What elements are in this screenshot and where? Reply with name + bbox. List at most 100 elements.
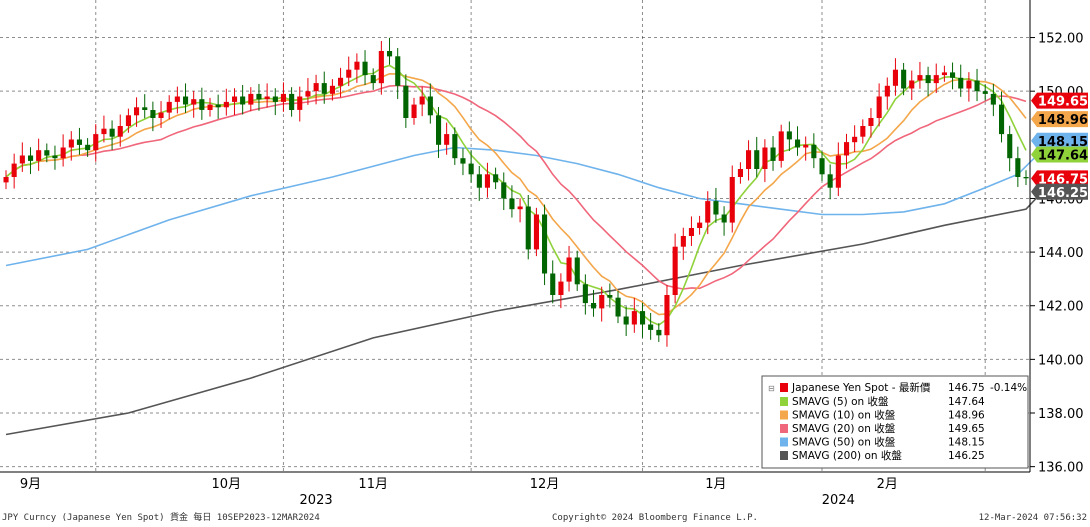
candles-layer bbox=[3, 37, 1029, 347]
candle-body bbox=[60, 147, 66, 159]
candle-body bbox=[297, 96, 303, 110]
candle-body bbox=[762, 147, 768, 169]
price-tag: 149.65 bbox=[1031, 92, 1088, 110]
candle-body bbox=[656, 329, 662, 336]
candle-body bbox=[623, 316, 629, 325]
legend-collapse-icon[interactable]: ⊟ bbox=[768, 384, 775, 393]
legend-swatch bbox=[780, 397, 788, 406]
candle-body bbox=[558, 281, 564, 295]
candle-body bbox=[305, 91, 311, 97]
candle-body bbox=[289, 93, 295, 110]
footer-timestamp: 12-Mar-2024 07:56:32 bbox=[979, 513, 1087, 523]
y-tick-label: 136.00 bbox=[1038, 461, 1084, 476]
price-tag-label: 147.64 bbox=[1038, 148, 1088, 163]
legend-swatch bbox=[780, 424, 788, 433]
candle-body bbox=[3, 177, 9, 183]
candle-body bbox=[778, 131, 784, 161]
moving-average-layer bbox=[5, 64, 1044, 436]
candle-body bbox=[36, 150, 42, 161]
legend-row-value: 149.65 bbox=[948, 423, 985, 435]
price-tag: 146.75 bbox=[1031, 170, 1088, 187]
price-tag-bg bbox=[1031, 170, 1088, 187]
x-year-label: 2024 bbox=[822, 493, 855, 508]
x-month-label: 9月 bbox=[20, 477, 41, 492]
candle-body bbox=[44, 150, 50, 156]
y-tick-label: 140.00 bbox=[1038, 353, 1084, 368]
legend-row-label: SMAVG (5) on 收盤 bbox=[792, 395, 889, 408]
candle-body bbox=[860, 126, 866, 137]
footer-copyright: Copyright© 2024 Bloomberg Finance L.P. bbox=[552, 513, 758, 523]
candle-body bbox=[697, 222, 703, 228]
legend: ⊟ Japanese Yen Spot - 最新價 146.75 -0.14% … bbox=[761, 375, 1029, 469]
candle-body bbox=[93, 134, 99, 151]
candle-body bbox=[550, 273, 556, 295]
candle-body bbox=[452, 134, 458, 159]
candle-body bbox=[844, 142, 850, 156]
candle-body bbox=[232, 96, 238, 102]
candle-body bbox=[174, 96, 180, 102]
candle-body bbox=[370, 75, 376, 84]
candle-body bbox=[721, 214, 727, 223]
candle-body bbox=[582, 284, 588, 304]
candle-body bbox=[493, 174, 499, 183]
candle-body bbox=[999, 104, 1005, 135]
candle-body bbox=[729, 177, 735, 223]
legend-row-label: SMAVG (10) on 收盤 bbox=[792, 409, 896, 422]
candle-body bbox=[713, 201, 719, 215]
legend-row-value: 148.96 bbox=[948, 410, 985, 422]
candle-body bbox=[109, 128, 115, 137]
x-month-label: 11月 bbox=[358, 477, 388, 492]
candle-body bbox=[85, 144, 91, 151]
candle-body bbox=[484, 174, 490, 188]
candle-body bbox=[1015, 158, 1021, 177]
candle-body bbox=[354, 61, 360, 70]
candle-body bbox=[909, 80, 915, 89]
candle-body bbox=[631, 311, 637, 325]
candle-body bbox=[223, 101, 229, 108]
candle-body bbox=[901, 69, 907, 89]
candle-body bbox=[427, 96, 433, 116]
y-tick-label: 152.00 bbox=[1038, 32, 1084, 47]
candle-body bbox=[313, 83, 319, 92]
candle-body bbox=[950, 72, 956, 78]
candle-body bbox=[746, 150, 752, 169]
candle-body bbox=[346, 69, 352, 78]
candle-body bbox=[101, 128, 107, 135]
legend-box bbox=[761, 375, 1029, 469]
x-month-label: 12月 bbox=[530, 477, 560, 492]
x-month-label: 1月 bbox=[705, 477, 726, 492]
candle-body bbox=[941, 72, 947, 76]
candle-body bbox=[460, 158, 466, 164]
price-tag-label: 148.96 bbox=[1038, 113, 1088, 128]
candle-body bbox=[240, 96, 246, 105]
candle-body bbox=[436, 115, 442, 145]
candle-body bbox=[966, 80, 972, 89]
candle-body bbox=[468, 163, 474, 175]
candle-body bbox=[615, 297, 621, 317]
candle-body bbox=[329, 85, 335, 94]
candle-body bbox=[207, 104, 213, 110]
legend-swatch-series bbox=[780, 383, 788, 392]
candle-body bbox=[884, 85, 890, 97]
legend-swatch bbox=[780, 437, 788, 447]
price-tag-bg bbox=[1031, 183, 1088, 200]
candle-body bbox=[11, 163, 17, 177]
candle-body bbox=[280, 93, 286, 102]
candle-body bbox=[191, 99, 197, 105]
legend-swatch bbox=[780, 410, 788, 420]
price-tag: 146.25 bbox=[1031, 183, 1088, 201]
candle-body bbox=[509, 198, 515, 210]
legend-swatch bbox=[780, 451, 788, 460]
legend-series-last: 146.75 bbox=[948, 382, 985, 394]
footer-ticker: JPY Curncy (Japanese Yen Spot) 貨金 每日 10S… bbox=[2, 511, 320, 523]
candle-body bbox=[142, 107, 148, 110]
candle-body bbox=[607, 295, 613, 298]
candle-body bbox=[827, 174, 833, 188]
candle-body bbox=[68, 139, 74, 148]
candle-body bbox=[688, 228, 694, 236]
candle-body bbox=[338, 77, 344, 86]
candle-body bbox=[770, 147, 776, 161]
